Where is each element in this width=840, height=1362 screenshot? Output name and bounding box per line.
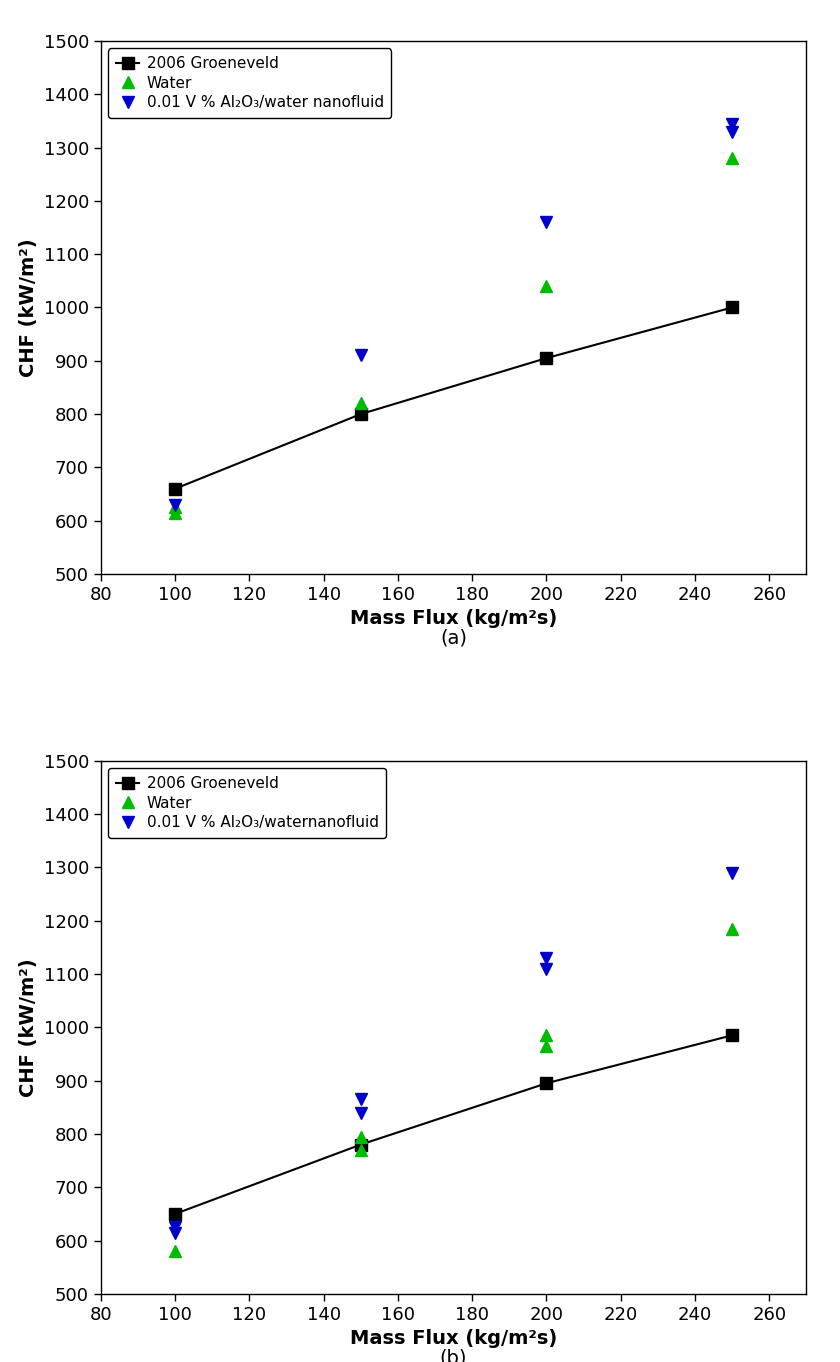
X-axis label: Mass Flux (kg/m²s): Mass Flux (kg/m²s) [350, 1329, 557, 1348]
X-axis label: Mass Flux (kg/m²s): Mass Flux (kg/m²s) [350, 609, 557, 628]
Y-axis label: CHF (kW/m²): CHF (kW/m²) [19, 238, 38, 377]
Text: (b): (b) [440, 1348, 467, 1362]
Legend: 2006 Groeneveld, Water, 0.01 V % Al₂O₃/water nanofluid: 2006 Groeneveld, Water, 0.01 V % Al₂O₃/w… [108, 49, 391, 118]
Y-axis label: CHF (kW/m²): CHF (kW/m²) [19, 957, 38, 1096]
Text: (a): (a) [440, 628, 467, 647]
Legend: 2006 Groeneveld, Water, 0.01 V % Al₂O₃/waternanofluid: 2006 Groeneveld, Water, 0.01 V % Al₂O₃/w… [108, 768, 386, 838]
